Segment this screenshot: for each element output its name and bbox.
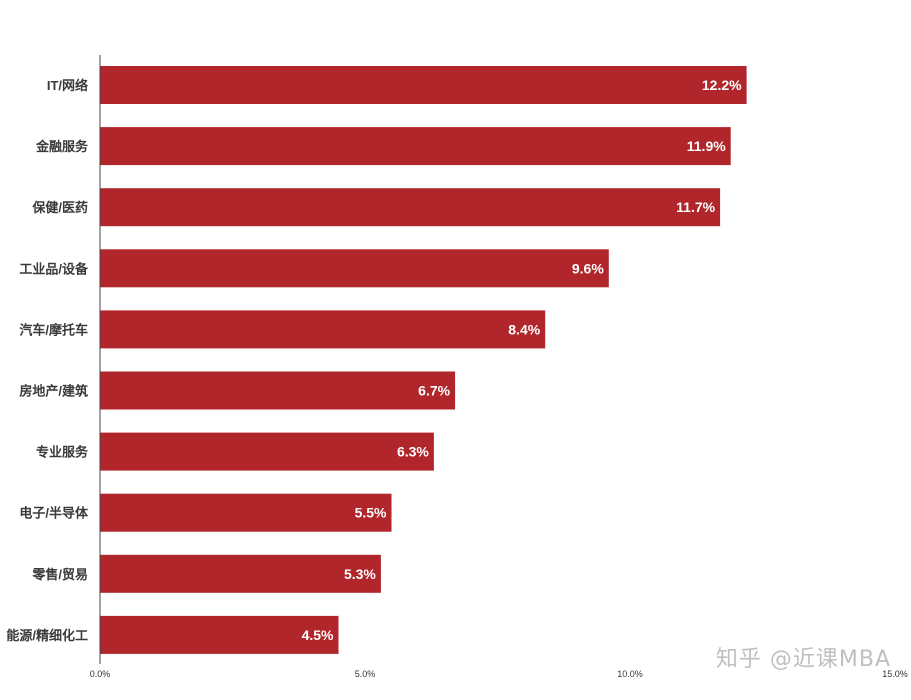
category-label: 零售/贸易 (31, 567, 88, 582)
x-tick-label: 0.0% (90, 669, 111, 679)
value-label: 5.5% (355, 505, 387, 521)
value-label: 5.3% (344, 566, 376, 582)
value-label: 11.7% (676, 199, 715, 215)
category-label: 保健/医药 (31, 200, 88, 215)
value-label: 6.7% (418, 383, 450, 399)
category-label: 金融服务 (35, 139, 89, 154)
bar-7 (100, 432, 434, 471)
category-label: 能源/精细化工 (6, 628, 88, 643)
category-label: 电子/半导体 (19, 506, 89, 521)
category-label: IT/网络 (47, 78, 88, 93)
bar-6 (100, 371, 456, 410)
value-label: 12.2% (702, 77, 742, 93)
bar-9 (100, 554, 381, 593)
value-label: 4.5% (302, 627, 334, 643)
value-label: 11.9% (687, 138, 726, 154)
bar-5 (100, 310, 546, 349)
bar-4 (100, 249, 609, 288)
bar-3 (100, 188, 721, 227)
labels-layer: IT/网络 12.2% 金融服务 11.9% 保健/医药 11.7% 工业品/设备 9.6% 汽… (6, 77, 742, 643)
value-label: 8.4% (508, 321, 540, 337)
bars-layer (100, 66, 747, 654)
bar-10 (100, 615, 339, 654)
x-tick-label: 15.0% (882, 669, 908, 679)
bar-2 (100, 127, 731, 166)
value-label: 6.3% (397, 444, 429, 460)
axis-layer: 0.0% 5.0% 10.0% 15.0% (90, 55, 908, 679)
watermark-text: 知乎 @近课MBA (715, 647, 891, 672)
x-tick-label: 10.0% (617, 669, 643, 679)
x-tick-label: 5.0% (355, 669, 376, 679)
category-label: 汽车/摩托车 (19, 322, 88, 337)
category-label: 工业品/设备 (19, 261, 89, 276)
category-label: 专业服务 (36, 445, 89, 460)
bar-8 (100, 493, 392, 532)
value-label: 9.6% (572, 260, 604, 276)
bar-1 (100, 66, 747, 104)
category-label: 房地产/建筑 (19, 384, 88, 399)
